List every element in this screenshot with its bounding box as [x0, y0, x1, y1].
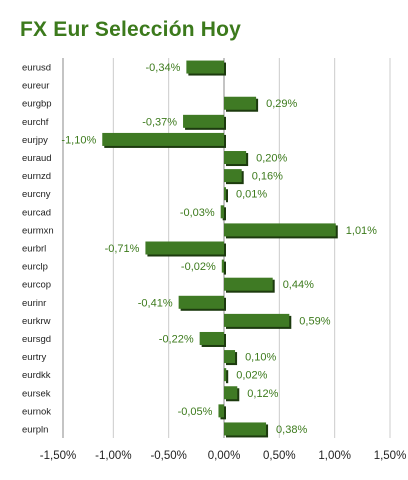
- category-label: eursek: [22, 388, 51, 399]
- bar: [224, 368, 227, 382]
- bar: [224, 96, 257, 110]
- value-label: 0,12%: [247, 388, 278, 400]
- category-labels: eurusd eureur eurgbp eurchf eurjpy euraud eurn…: [22, 63, 54, 436]
- bar: [224, 350, 236, 364]
- value-label: 0,20%: [256, 153, 287, 165]
- category-label: eurchf: [22, 117, 49, 128]
- value-label: -0,41%: [138, 297, 173, 309]
- value-label: 0,59%: [299, 315, 330, 327]
- bar: [224, 313, 290, 327]
- bar: [199, 331, 224, 345]
- category-label: eurkrw: [22, 316, 51, 327]
- bars: [102, 60, 338, 438]
- value-label: -0,05%: [178, 406, 213, 418]
- bar: [221, 259, 224, 273]
- category-label: eurtry: [22, 352, 47, 363]
- category-label: eurgbp: [22, 99, 52, 110]
- value-labels: -0,34% 0,29% -0,37% -1,10% 0,20% 0,16% 0,01% -0…: [61, 62, 377, 436]
- bar: [224, 187, 226, 201]
- bar: [145, 241, 224, 255]
- value-label: -0,22%: [159, 333, 194, 345]
- bar-shadow: [226, 370, 229, 384]
- x-tick-label: 1,00%: [318, 450, 351, 462]
- bar: [218, 404, 224, 418]
- category-label: eurdkk: [22, 370, 51, 381]
- chart-title: FX Eur Selección Hoy: [20, 18, 242, 41]
- value-label: 0,01%: [236, 189, 267, 201]
- value-label: -0,03%: [180, 207, 215, 219]
- category-label: eurnok: [22, 406, 51, 417]
- category-label: eurpln: [22, 424, 48, 435]
- value-label: 0,16%: [252, 171, 283, 183]
- category-label: eurmxn: [22, 225, 54, 236]
- value-label: -0,71%: [105, 243, 140, 255]
- category-label: eurcny: [22, 189, 51, 200]
- value-label: -0,34%: [146, 62, 181, 74]
- value-label: 0,10%: [245, 352, 276, 364]
- bar-shadow: [223, 261, 226, 275]
- value-label: 0,44%: [283, 279, 314, 291]
- category-label: eurcad: [22, 207, 51, 218]
- value-label: 0,38%: [276, 424, 307, 436]
- category-label: eurusd: [22, 63, 51, 74]
- category-label: eurcop: [22, 280, 51, 291]
- bar: [224, 223, 336, 237]
- bar: [186, 60, 224, 74]
- category-label: euraud: [22, 153, 52, 164]
- bar: [102, 132, 224, 146]
- category-label: eurclp: [22, 262, 48, 273]
- value-label: 0,02%: [236, 370, 267, 382]
- bar: [224, 169, 242, 183]
- bar: [183, 114, 224, 128]
- x-tick-label: -0,50%: [150, 450, 186, 462]
- category-label: eurnzd: [22, 171, 51, 182]
- bar: [178, 295, 224, 309]
- value-label: 0,29%: [266, 98, 297, 110]
- x-tick-label: -1,50%: [40, 450, 76, 462]
- value-label: -1,10%: [61, 134, 96, 146]
- bar: [224, 386, 238, 400]
- x-tick-labels: -1,50% -1,00% -0,50% 0,00% 0,50% 1,00% 1,50%: [40, 450, 407, 462]
- value-label: -0,37%: [142, 116, 177, 128]
- category-label: eureur: [22, 81, 49, 92]
- bar: [224, 277, 273, 291]
- bar: [220, 205, 224, 219]
- value-label: -0,02%: [181, 261, 216, 273]
- bar-shadow: [222, 207, 226, 221]
- category-label: eurinr: [22, 298, 46, 309]
- category-label: eurbrl: [22, 244, 46, 255]
- x-tick-label: 0,00%: [208, 450, 241, 462]
- category-label: eursgd: [22, 334, 51, 345]
- bar: [224, 422, 267, 436]
- bar-shadow: [226, 189, 228, 203]
- category-label: eurjpy: [22, 135, 48, 146]
- value-label: 1,01%: [346, 225, 377, 237]
- x-tick-label: 1,50%: [374, 450, 407, 462]
- x-tick-label: 0,50%: [263, 450, 296, 462]
- bar: [224, 151, 247, 165]
- x-tick-label: -1,00%: [95, 450, 131, 462]
